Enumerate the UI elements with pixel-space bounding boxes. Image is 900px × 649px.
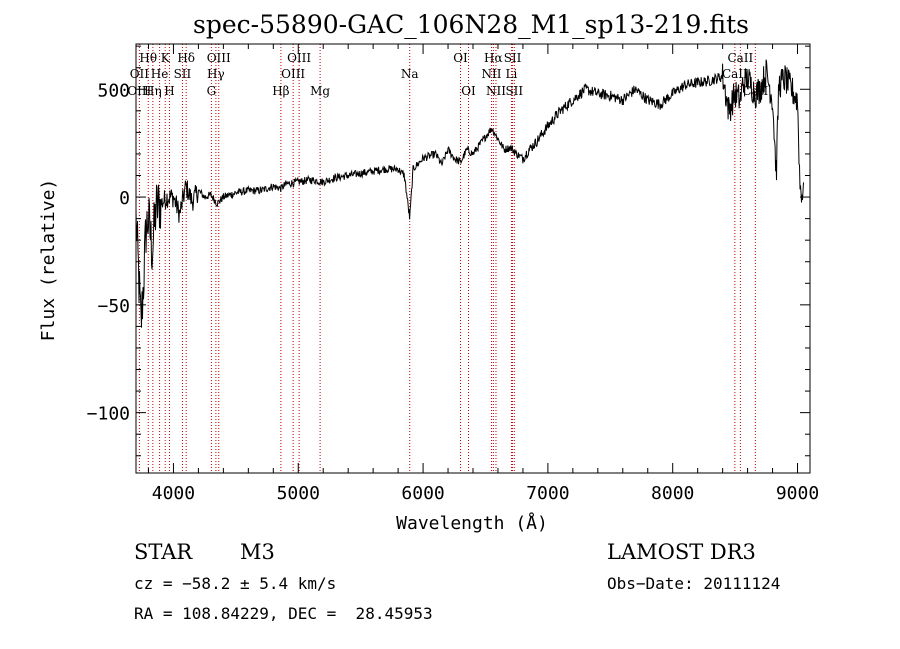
spectral-line-label: SII — [505, 84, 523, 98]
x-axis-label: Wavelength (Å) — [396, 512, 548, 534]
spectral-line-label: SII — [174, 67, 192, 81]
spectral-line-label: Na — [401, 67, 419, 81]
chart-title: spec-55890-GAC_106N28_M1_sp13-219.fits — [193, 10, 749, 39]
coordinates: RA = 108.84229, DEC = 28.45953 — [134, 604, 433, 623]
y-tick-label: −100 — [87, 404, 130, 425]
spectral-line-label: Hθ — [139, 51, 157, 65]
redshift-velocity: cz = −58.2 ± 5.4 km/s — [134, 574, 337, 593]
spectral-line-label: Mg — [310, 84, 330, 98]
spectral-line-label: Hη — [144, 84, 162, 98]
spectral-line-label: OIII — [281, 67, 305, 81]
spectral-line-label: NII — [481, 67, 501, 81]
y-axis-ticks: −100 −50 0 500 — [87, 45, 810, 457]
x-tick-label: 8000 — [651, 483, 694, 504]
spectral-line-label: OIII — [127, 84, 151, 98]
x-tick-label: 5000 — [277, 483, 320, 504]
spectral-line-label: Hα — [484, 51, 503, 65]
y-tick-label: −50 — [97, 296, 130, 317]
y-tick-label: 500 — [97, 80, 130, 101]
spectral-line-label: H — [164, 84, 174, 98]
spectral-line-label: Hγ — [207, 67, 225, 81]
spectral-line-label: K — [161, 51, 171, 65]
y-tick-label: 0 — [119, 188, 130, 209]
plot-frame — [135, 43, 811, 474]
x-tick-label: 6000 — [401, 483, 444, 504]
spectral-line-label: OI — [453, 51, 468, 65]
spectral-line-label: NII — [486, 84, 506, 98]
spectral-line-label: SII — [504, 51, 522, 65]
spectral-line-label: G — [207, 84, 217, 98]
x-axis-ticks: 4000 5000 6000 7000 8000 9000 — [147, 44, 819, 504]
survey-name: LAMOST DR3 — [607, 540, 756, 564]
spectral-line-label: Li — [506, 67, 518, 81]
spectral-line-label: OII — [130, 67, 150, 81]
spectral-line-label: Hβ — [272, 84, 289, 98]
object-subclass: M3 — [240, 540, 275, 564]
y-axis-label: Flux (relative) — [38, 179, 59, 342]
spectral-line-label: Hδ — [177, 51, 195, 65]
spectral-line-label: CaII — [722, 67, 748, 81]
spectrum-line — [135, 59, 804, 328]
spectral-line-label: He — [151, 67, 169, 81]
object-class: STAR — [134, 540, 193, 564]
spectral-line-label: CaII — [727, 51, 753, 65]
spectral-line-label: OIII — [207, 51, 231, 65]
spectral-line-label: OIII — [287, 51, 311, 65]
spectral-line-label: OI — [461, 84, 476, 98]
x-tick-label: 4000 — [152, 483, 195, 504]
spectral-line-markers — [138, 44, 756, 473]
observation-date: Obs−Date: 20111124 — [607, 574, 781, 593]
x-tick-label: 9000 — [776, 483, 819, 504]
x-tick-label: 7000 — [526, 483, 569, 504]
